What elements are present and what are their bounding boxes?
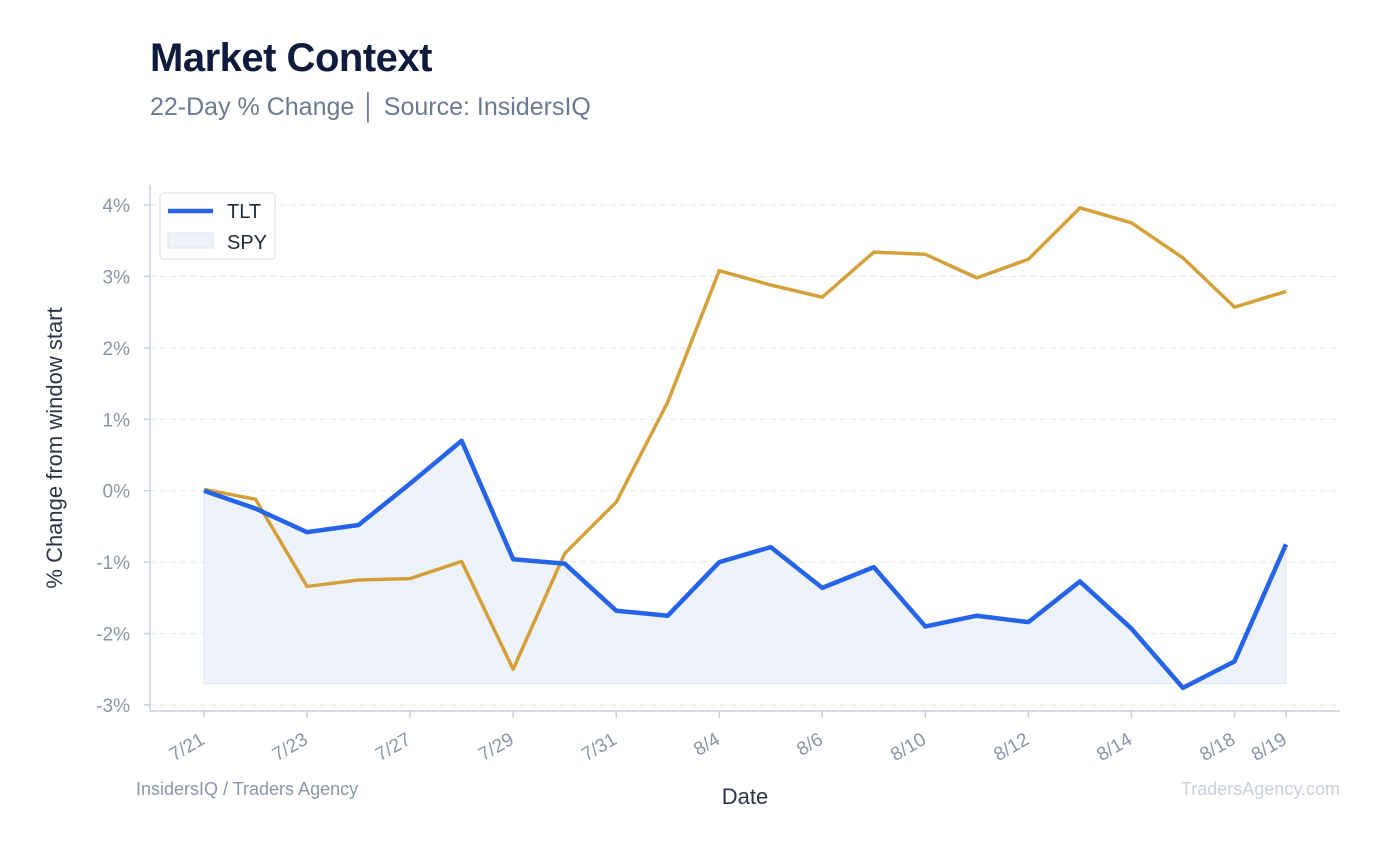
y-tick-label: 0% [103, 482, 131, 503]
footer-credit: InsidersIQ / Traders Agency [136, 779, 359, 799]
spy-area-fill [203, 439, 1287, 689]
y-tick-label: -3% [96, 696, 130, 717]
legend-spy-label: SPY [227, 232, 267, 254]
y-tick-label: 2% [103, 339, 131, 360]
y-tick-label: 4% [103, 196, 131, 217]
y-tick-label: -2% [96, 625, 130, 646]
legend-tlt-label: TLT [227, 201, 261, 223]
y-tick-label: 1% [103, 410, 131, 431]
tlt-line [203, 438, 1289, 691]
footer-watermark: TradersAgency.com [1180, 779, 1340, 799]
chart-subtitle: 22-Day % Change │ Source: InsidersIQ [150, 93, 591, 121]
legend-spy-swatch [167, 232, 214, 249]
x-tick-label: 7/23 [269, 729, 312, 766]
x-tick-label: 7/27 [372, 729, 415, 766]
y-axis-label: % Change from window start [42, 307, 67, 588]
y-tick-label: -1% [96, 553, 130, 574]
x-axis-label: Date [722, 784, 768, 809]
x-tick-label: 7/21 [166, 729, 209, 766]
x-tick-label: 8/4 [690, 729, 724, 761]
x-tick-label: 8/6 [793, 729, 826, 760]
chart-title: Market Context [150, 36, 432, 80]
x-tick-label: 8/14 [1093, 729, 1136, 766]
x-tick-label: 8/10 [887, 729, 930, 766]
spy-line [203, 206, 1287, 672]
x-tick-label: 8/19 [1248, 729, 1291, 766]
x-tick-label: 7/29 [475, 729, 518, 766]
x-tick-label: 8/12 [990, 729, 1033, 766]
x-tick-label: 8/18 [1196, 729, 1239, 766]
x-tick-label: 7/31 [578, 729, 621, 766]
y-tick-label: 3% [103, 267, 131, 288]
